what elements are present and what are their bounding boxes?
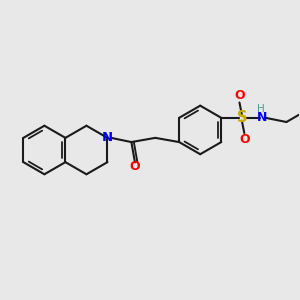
Text: N: N (257, 111, 268, 124)
Text: S: S (237, 110, 247, 125)
Text: O: O (239, 133, 250, 146)
Text: O: O (130, 160, 140, 173)
Text: H: H (257, 104, 265, 114)
Text: N: N (102, 131, 113, 144)
Text: O: O (234, 89, 245, 103)
